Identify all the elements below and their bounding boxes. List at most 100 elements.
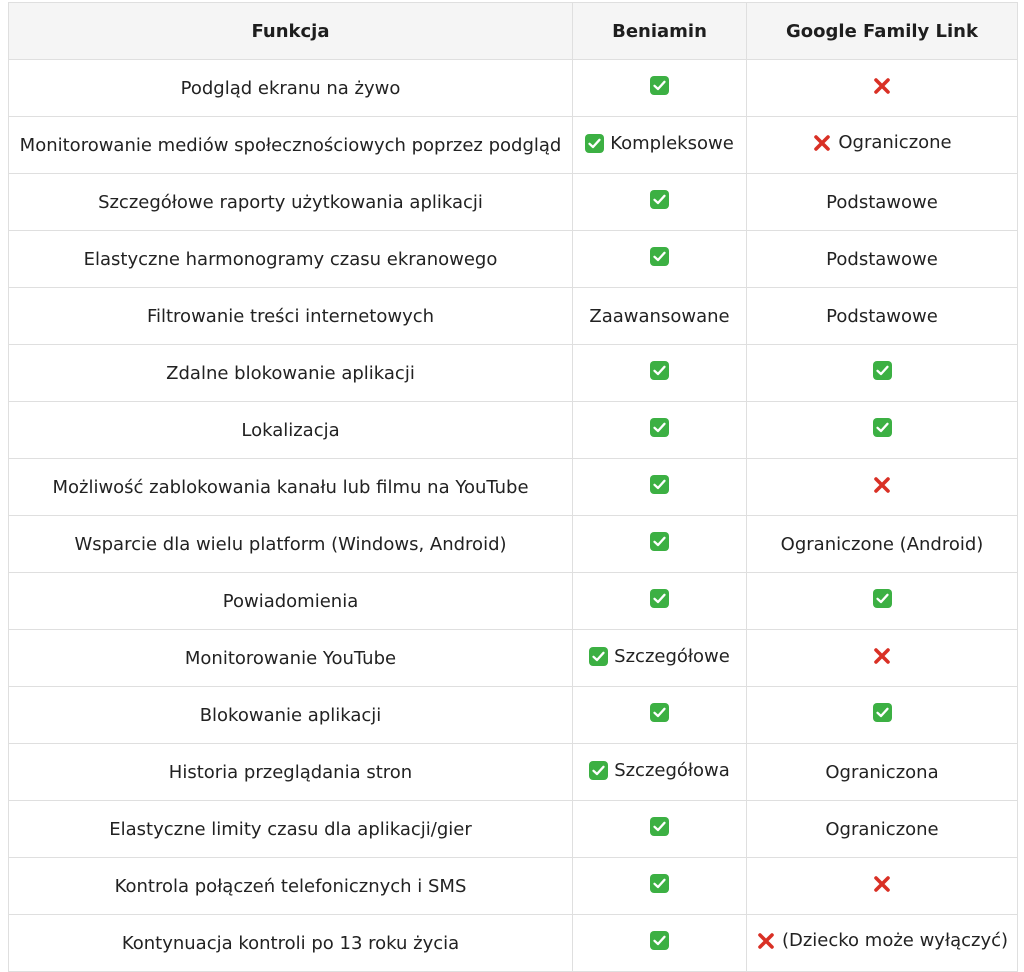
cell-value-text: Podstawowe	[826, 305, 938, 327]
check-icon	[872, 418, 892, 437]
google-cell	[746, 344, 1018, 402]
feature-cell: Kontynuacja kontroli po 13 roku życia	[8, 914, 573, 972]
cell-content	[872, 418, 892, 437]
google-cell	[746, 686, 1018, 744]
feature-cell: Elastyczne limity czasu dla aplikacji/gi…	[8, 800, 573, 858]
table-row: Historia przeglądania stron Szczegółowa Og…	[8, 743, 1018, 801]
cell-content	[872, 475, 892, 495]
feature-cell: Historia przeglądania stron	[8, 743, 573, 801]
beniamin-cell	[572, 515, 747, 573]
check-icon	[650, 589, 669, 608]
cross-icon	[872, 76, 892, 96]
cross-icon	[872, 475, 892, 495]
cell-value-text: Szczegółowa	[614, 759, 730, 781]
cell-content	[650, 931, 669, 950]
google-cell: Ograniczone (Android)	[746, 515, 1018, 573]
feature-name: Filtrowanie treści internetowych	[146, 305, 435, 327]
table-row: Filtrowanie treści internetowych Zaawanso…	[8, 287, 1018, 345]
cell-content	[650, 418, 669, 437]
feature-name: Szczegółowe raporty użytkowania aplikacj…	[98, 191, 483, 213]
table-row: Powiadomienia	[8, 572, 1018, 630]
table-row: Podgląd ekranu na żywo	[8, 59, 1018, 117]
feature-name: Monitorowanie mediów społecznościowych p…	[19, 134, 562, 156]
feature-cell: Lokalizacja	[8, 401, 573, 459]
check-icon	[650, 703, 669, 722]
cell-content	[650, 361, 669, 380]
cross-icon	[756, 931, 776, 951]
feature-cell: Blokowanie aplikacji	[8, 686, 573, 744]
check-icon	[650, 817, 669, 836]
table-row: Kontynuacja kontroli po 13 roku życia (Dz…	[8, 914, 1018, 972]
cell-content	[872, 589, 892, 608]
cell-value-text: Ograniczone	[825, 818, 939, 840]
cell-content	[650, 190, 669, 209]
cell-content: Podstawowe	[826, 192, 938, 213]
google-cell: Podstawowe	[746, 230, 1018, 288]
header-beniamin: Beniamin	[572, 2, 747, 60]
check-icon	[650, 361, 669, 380]
beniamin-cell: Szczegółowe	[572, 629, 747, 687]
beniamin-cell	[572, 344, 747, 402]
table-body: Podgląd ekranu na żywo Monitorowanie medi…	[8, 59, 1018, 972]
beniamin-cell	[572, 401, 747, 459]
feature-cell: Możliwość zablokowania kanału lub filmu …	[8, 458, 573, 516]
cell-content: Ograniczone	[812, 132, 952, 153]
cell-content: Szczegółowa	[589, 760, 730, 781]
feature-name: Zdalne blokowanie aplikacji	[166, 362, 415, 384]
cell-content: Szczegółowe	[589, 646, 730, 667]
cell-content	[650, 589, 669, 608]
table-row: Lokalizacja	[8, 401, 1018, 459]
table-row: Elastyczne harmonogramy czasu ekranowego…	[8, 230, 1018, 288]
beniamin-cell	[572, 686, 747, 744]
cell-value-text: Kompleksowe	[610, 132, 734, 154]
cell-content: Ograniczona	[825, 762, 938, 783]
cell-value-text: (Dziecko może wyłączyć)	[781, 930, 1009, 952]
table-row: Blokowanie aplikacji	[8, 686, 1018, 744]
cross-icon	[872, 874, 892, 894]
cell-value-text: Podstawowe	[826, 248, 938, 270]
cross-icon	[812, 133, 832, 153]
cell-content	[650, 76, 669, 95]
google-cell: Ograniczona	[746, 743, 1018, 801]
comparison-table-container: Funkcja Beniamin Google Family Link Podg…	[8, 2, 1018, 972]
cell-content	[872, 361, 892, 380]
beniamin-cell	[572, 800, 747, 858]
beniamin-cell: Szczegółowa	[572, 743, 747, 801]
header-google-family-link: Google Family Link	[746, 2, 1018, 60]
feature-cell: Podgląd ekranu na żywo	[8, 59, 573, 117]
cell-content	[872, 703, 892, 722]
cell-value-text: Zaawansowane	[589, 305, 730, 327]
feature-name: Lokalizacja	[241, 419, 340, 441]
google-cell	[746, 857, 1018, 915]
cell-value-text: Ograniczone (Android)	[780, 533, 984, 555]
beniamin-cell	[572, 173, 747, 231]
google-cell: Ograniczone	[746, 116, 1018, 174]
feature-cell: Szczegółowe raporty użytkowania aplikacj…	[8, 173, 573, 231]
beniamin-cell	[572, 572, 747, 630]
google-cell	[746, 572, 1018, 630]
beniamin-cell	[572, 914, 747, 972]
feature-cell: Filtrowanie treści internetowych	[8, 287, 573, 345]
cell-content: (Dziecko może wyłączyć)	[756, 930, 1008, 951]
cell-content	[650, 247, 669, 266]
check-icon	[650, 874, 669, 893]
cell-content: Ograniczone (Android)	[781, 534, 984, 555]
feature-cell: Zdalne blokowanie aplikacji	[8, 344, 573, 402]
feature-name: Historia przeglądania stron	[168, 761, 413, 783]
feature-cell: Monitorowanie mediów społecznościowych p…	[8, 116, 573, 174]
feature-name: Blokowanie aplikacji	[199, 704, 382, 726]
cell-content	[872, 646, 892, 666]
table-row: Kontrola połączeń telefonicznych i SMS	[8, 857, 1018, 915]
google-cell: (Dziecko może wyłączyć)	[746, 914, 1018, 972]
feature-name: Monitorowanie YouTube	[184, 647, 397, 669]
cell-content: Podstawowe	[826, 306, 938, 327]
table-header-row: Funkcja Beniamin Google Family Link	[8, 2, 1018, 60]
feature-name: Możliwość zablokowania kanału lub filmu …	[52, 476, 529, 498]
check-icon	[650, 247, 669, 266]
feature-cell: Monitorowanie YouTube	[8, 629, 573, 687]
cell-content	[650, 703, 669, 722]
comparison-table: Funkcja Beniamin Google Family Link Podg…	[8, 2, 1018, 972]
cell-value-text: Ograniczona	[825, 761, 939, 783]
feature-cell: Elastyczne harmonogramy czasu ekranowego	[8, 230, 573, 288]
check-icon	[650, 475, 669, 494]
